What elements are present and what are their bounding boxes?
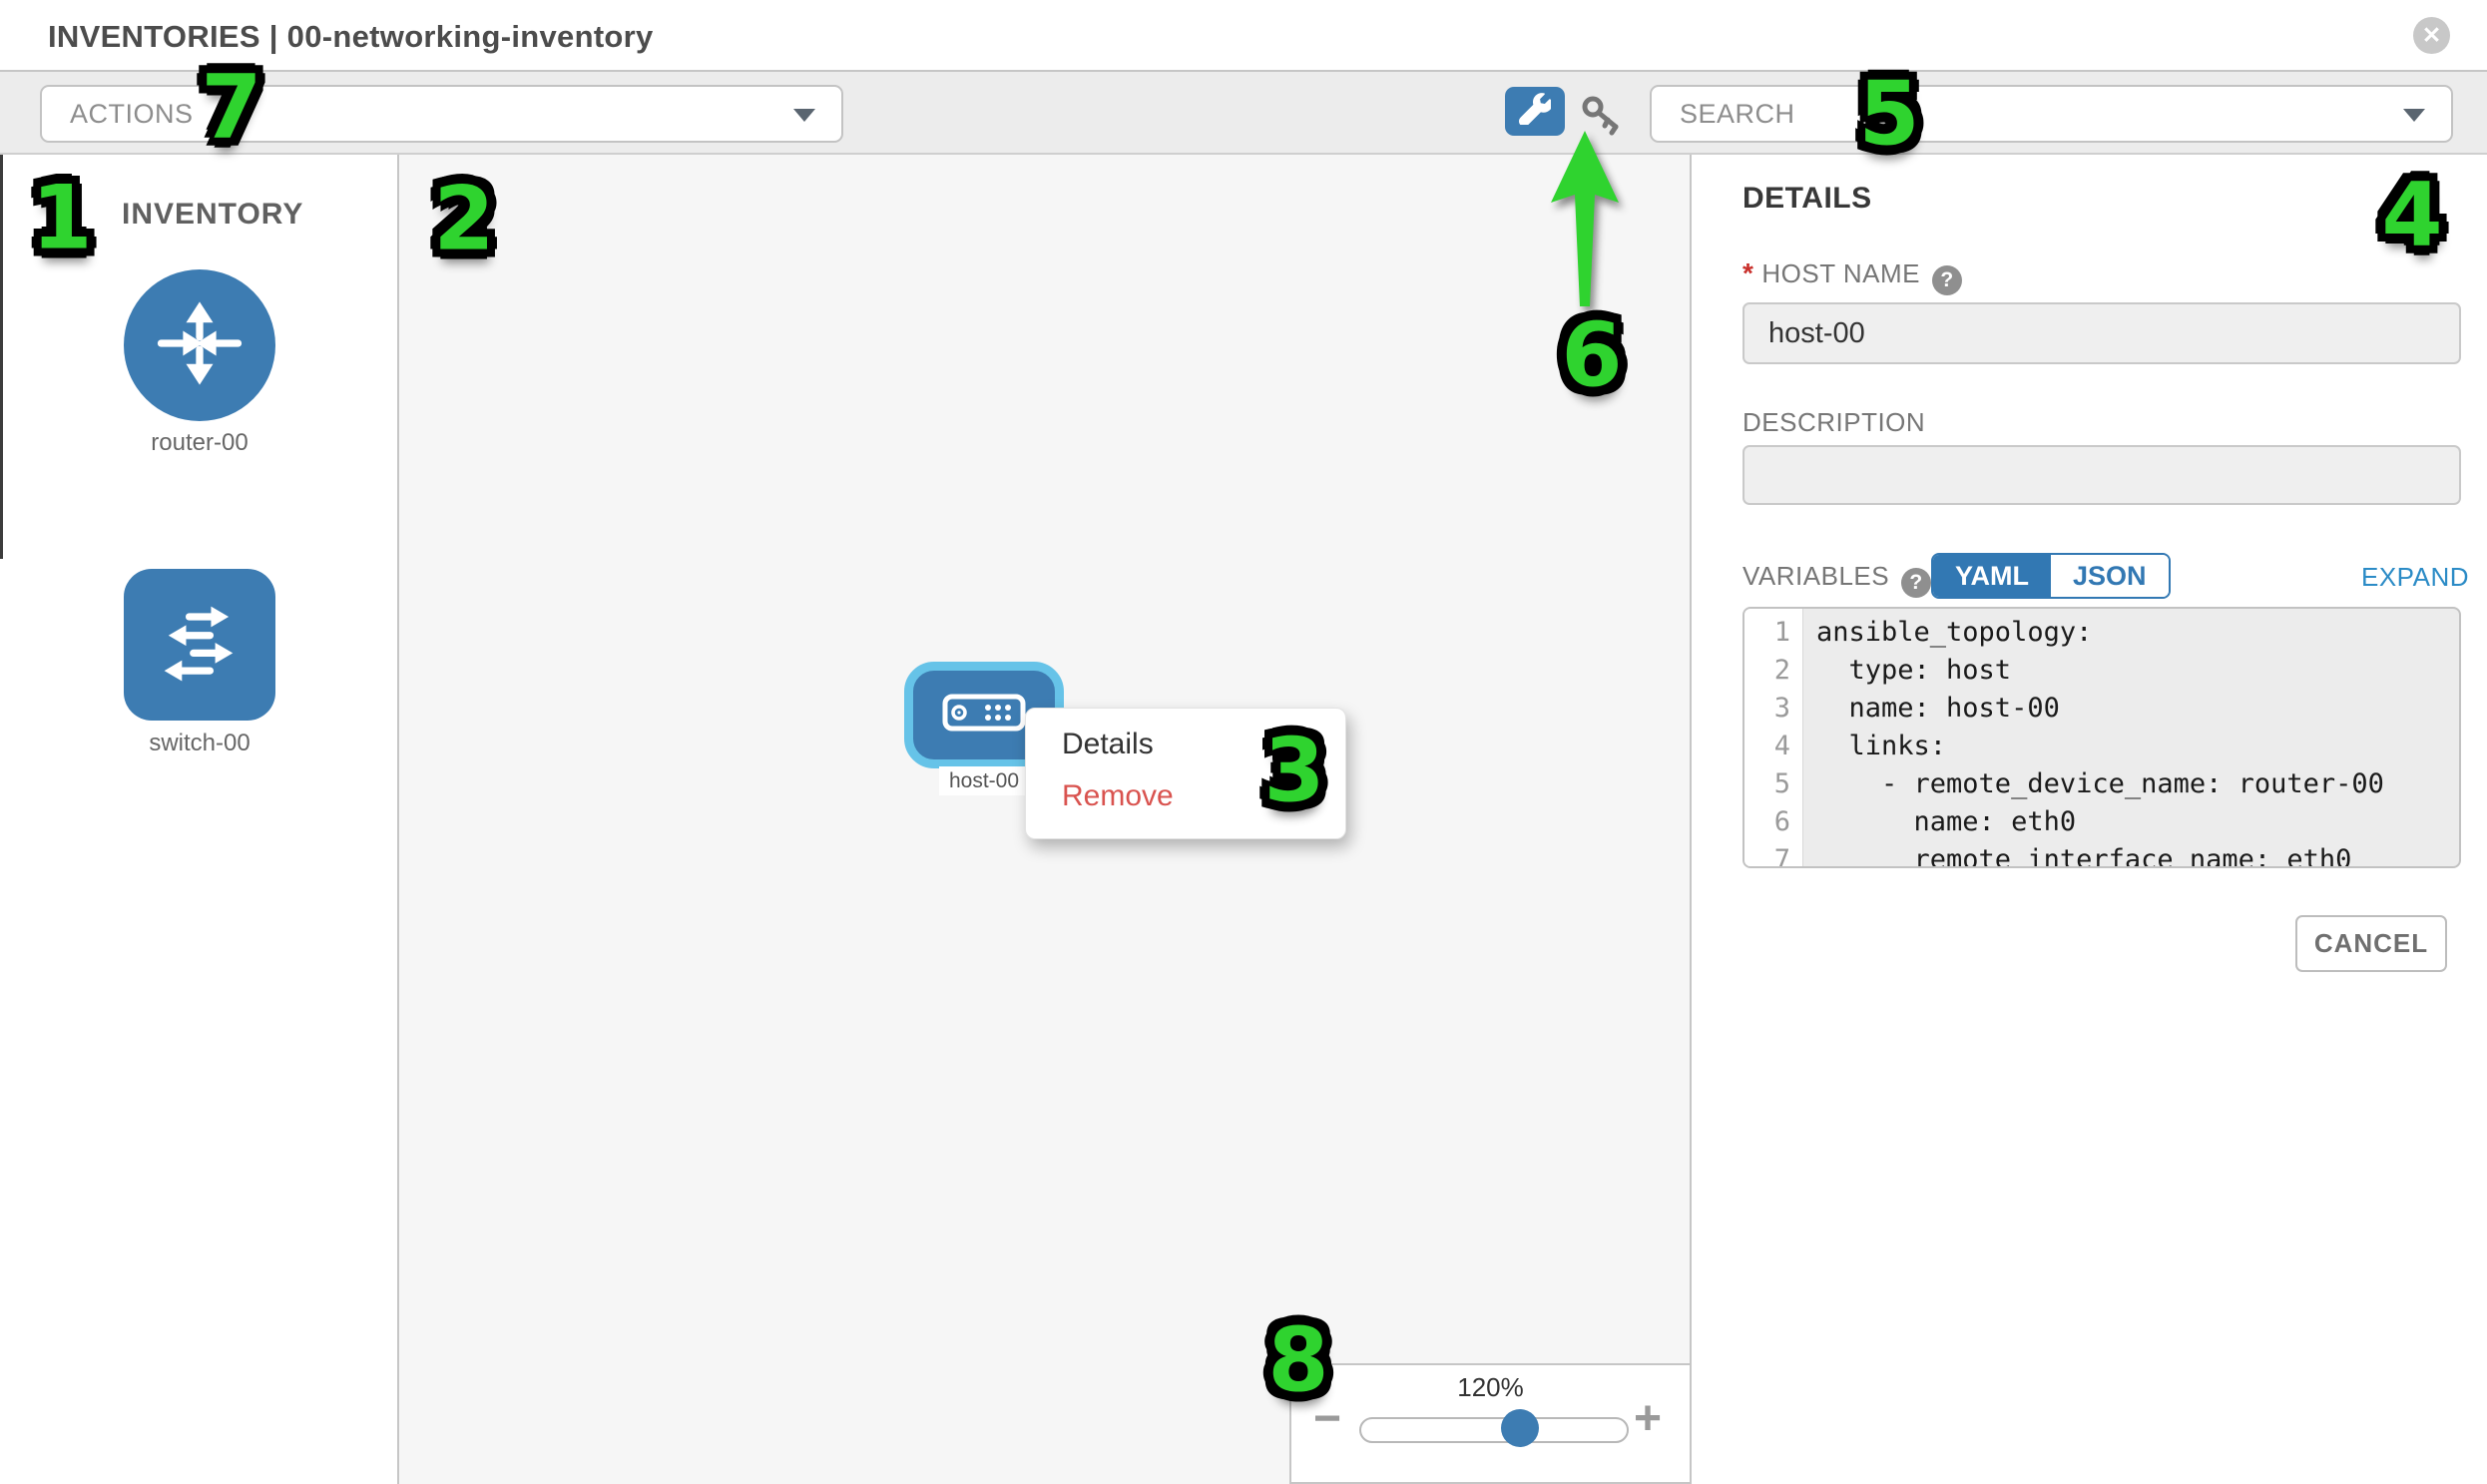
expand-link[interactable]: EXPAND <box>2361 562 2469 592</box>
zoom-out-button[interactable]: − <box>1313 1392 1342 1445</box>
search-input[interactable]: SEARCH <box>1680 99 1795 129</box>
context-menu-details[interactable]: Details <box>1062 728 1154 760</box>
annotation-1: 1 <box>31 166 93 269</box>
chevron-down-icon <box>793 109 815 122</box>
code-line: 2 type: host <box>1773 655 2012 686</box>
variables-code-editor[interactable]: 1 ansible_topology: 2 type: host 3 name: … <box>1742 607 2461 868</box>
help-icon[interactable]: ? <box>1901 568 1932 598</box>
device-router-item[interactable] <box>124 269 275 421</box>
sidebar-edge-accent <box>0 155 3 559</box>
annotation-4: 4 <box>2381 163 2443 266</box>
device-router-label: router-00 <box>151 429 249 456</box>
actions-dropdown[interactable]: ACTIONS <box>40 85 843 143</box>
code-line: 1 ansible_topology: <box>1773 617 2093 648</box>
close-panel-button[interactable]: ✕ <box>2413 17 2450 54</box>
annotation-5: 5 <box>1858 62 1920 166</box>
chevron-down-icon <box>2403 109 2425 122</box>
variables-format-toggle: YAML JSON <box>1931 553 2171 599</box>
description-input[interactable] <box>1742 445 2461 505</box>
annotation-8: 8 <box>1267 1308 1329 1412</box>
context-menu-remove[interactable]: Remove <box>1062 779 1174 812</box>
host-name-input[interactable]: host-00 <box>1742 302 2461 364</box>
editor-gutter <box>1744 609 1803 866</box>
cancel-button[interactable]: CANCEL <box>2295 915 2447 972</box>
router-icon <box>148 291 251 400</box>
code-line: 5 - remote_device_name: router-00 <box>1773 768 2384 799</box>
context-menu: Details Remove <box>1025 708 1346 839</box>
host-node-label: host-00 <box>904 766 1064 795</box>
toggle-json[interactable]: JSON <box>2051 555 2169 597</box>
required-marker: * <box>1742 257 1754 288</box>
variables-field-label: VARIABLES? <box>1742 561 1932 598</box>
host-server-icon <box>942 694 1026 737</box>
zoom-control: 120% − + <box>1289 1363 1692 1484</box>
zoom-level-label: 120% <box>1457 1372 1524 1402</box>
page-title: INVENTORIES | 00-networking-inventory <box>48 19 654 54</box>
zoom-slider-track[interactable] <box>1359 1417 1629 1443</box>
device-switch-label: switch-00 <box>149 730 250 756</box>
actions-dropdown-label: ACTIONS <box>70 99 194 129</box>
description-field-label: DESCRIPTION <box>1742 407 1926 437</box>
credentials-key-button[interactable] <box>1579 94 1627 136</box>
details-panel-title: DETAILS <box>1742 182 1872 215</box>
key-icon <box>1579 96 1627 140</box>
host-name-field-label: * HOST NAME? <box>1742 257 1963 295</box>
toggle-yaml[interactable]: YAML <box>1933 555 2052 597</box>
code-line: 3 name: host-00 <box>1773 693 2060 724</box>
zoom-in-button[interactable]: + <box>1633 1392 1662 1445</box>
annotation-3: 3 <box>1263 719 1325 822</box>
app-header: INVENTORIES | 00-networking-inventory <box>0 0 2487 72</box>
wrench-icon <box>1519 93 1553 130</box>
tools-button[interactable] <box>1505 87 1565 136</box>
close-icon: ✕ <box>2421 22 2442 48</box>
annotation-arrow-icon <box>1551 131 1619 306</box>
zoom-slider-thumb[interactable] <box>1501 1409 1539 1447</box>
device-switch-item[interactable] <box>124 569 275 721</box>
annotation-7: 7 <box>201 55 262 159</box>
sidebar-title: INVENTORY <box>122 198 304 231</box>
annotation-6: 6 <box>1561 303 1623 407</box>
code-line: 4 links: <box>1773 731 1947 761</box>
help-icon[interactable]: ? <box>1932 265 1963 295</box>
code-line: 6 name: eth0 <box>1773 806 2077 837</box>
search-dropdown[interactable]: SEARCH <box>1650 85 2453 143</box>
code-line: 7 remote_interface_name: eth0 <box>1773 844 2352 868</box>
annotation-2: 2 <box>433 167 495 270</box>
switch-icon <box>148 591 251 700</box>
